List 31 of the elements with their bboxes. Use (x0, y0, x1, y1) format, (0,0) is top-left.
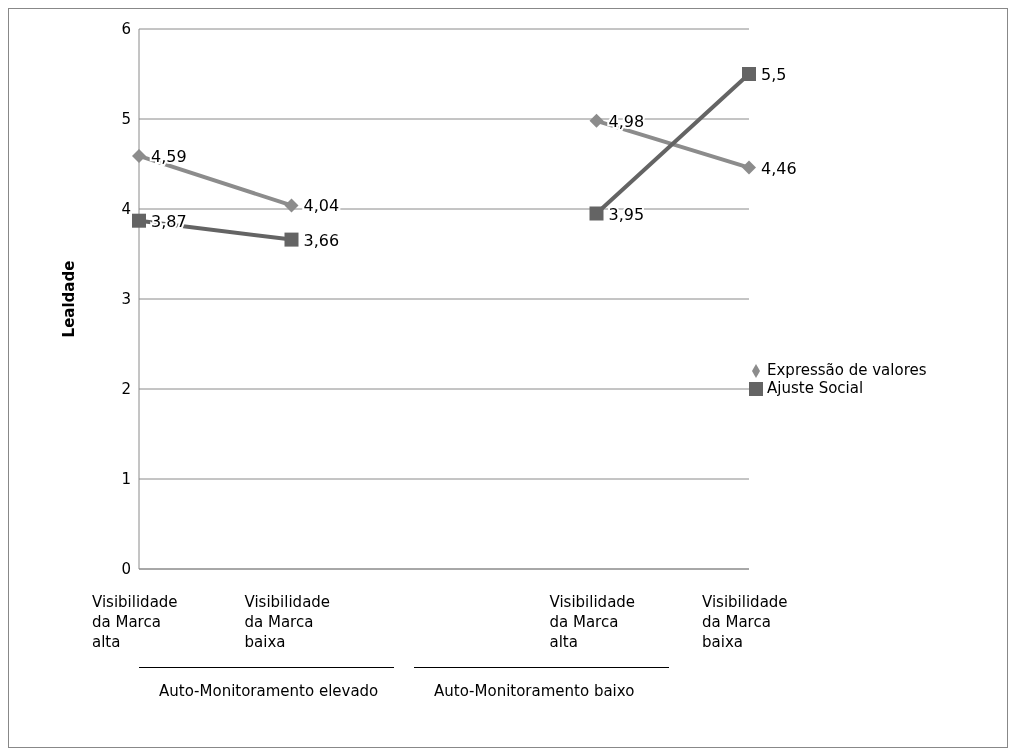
data-label: 4,59 (151, 146, 187, 166)
y-tick-label: 5 (121, 110, 131, 129)
y-tick-label: 3 (121, 290, 131, 309)
data-label: 4,46 (761, 158, 797, 178)
legend-label: Expressão de valores (767, 361, 927, 379)
point (589, 113, 604, 128)
data-label: 3,95 (608, 204, 645, 224)
point (132, 213, 146, 228)
x-tick-label: Visibilidade da Marca alta (92, 593, 178, 651)
x-tick-label: Visibilidade da Marca baixa (702, 593, 788, 651)
point (589, 206, 604, 221)
y-tick-label: 0 (121, 560, 131, 579)
y-tick-label: 4 (121, 200, 131, 219)
group-caption: Auto-Monitoramento baixo (414, 667, 669, 700)
legend-label: Ajuste Social (767, 379, 864, 397)
y-axis-title: Lealdade (60, 260, 79, 338)
y-tick-label: 2 (121, 380, 131, 399)
y-tick-label: 1 (121, 470, 131, 489)
point (284, 198, 299, 213)
data-label: 3,66 (303, 230, 340, 250)
group-caption: Auto-Monitoramento elevado (139, 667, 394, 700)
x-tick-label: Visibilidade da Marca alta (549, 593, 636, 651)
point (284, 232, 299, 247)
point (742, 160, 756, 175)
x-tick-label: Visibilidade da Marca baixa (244, 593, 331, 651)
point (132, 148, 146, 163)
data-label: 5,5 (761, 65, 787, 84)
data-label: 4,04 (303, 196, 340, 216)
data-label: 4,98 (608, 111, 645, 131)
y-tick-label: 6 (121, 20, 131, 39)
point (742, 67, 756, 81)
